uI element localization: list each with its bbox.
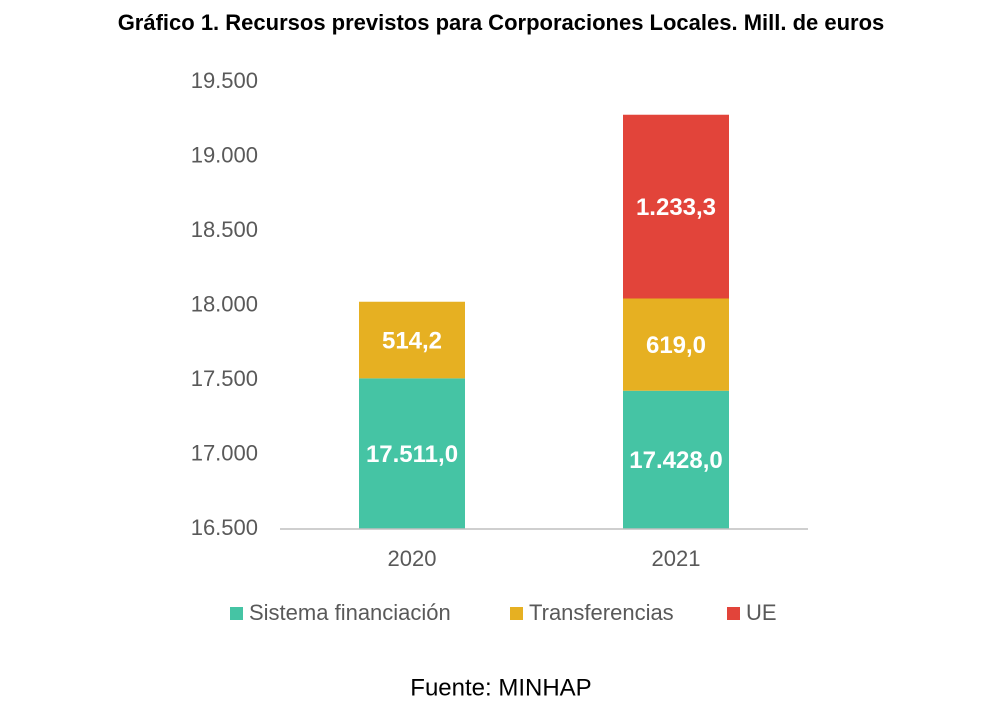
y-tick-label: 19.000 (191, 142, 258, 167)
y-tick-label: 17.500 (191, 366, 258, 391)
data-label: 17.511,0 (366, 441, 458, 468)
legend-swatch (510, 607, 523, 620)
y-tick-label: 19.500 (191, 68, 258, 93)
legend-label: Transferencias (529, 600, 674, 625)
data-label: 619,0 (646, 332, 706, 359)
chart-title: Gráfico 1. Recursos previstos para Corpo… (118, 10, 885, 35)
data-label: 1.233,3 (636, 194, 716, 221)
y-tick-label: 18.000 (191, 291, 258, 316)
legend-label: Sistema financiación (249, 600, 451, 625)
bar-segment (359, 378, 465, 529)
legend-swatch (727, 607, 740, 620)
data-label: 17.428,0 (629, 447, 722, 474)
y-tick-label: 18.500 (191, 217, 258, 242)
x-tick-label: 2021 (652, 546, 701, 571)
y-tick-label: 17.000 (191, 440, 258, 465)
x-tick-label: 2020 (388, 546, 437, 571)
legend-swatch (230, 607, 243, 620)
legend-label: UE (746, 600, 777, 625)
bar-segment (359, 301, 465, 379)
data-label: 514,2 (382, 327, 442, 354)
source: Fuente: MINHAP (410, 674, 591, 701)
y-tick-label: 16.500 (191, 515, 258, 540)
bar-segment (623, 390, 729, 529)
bar-segment (623, 114, 729, 299)
bar-segment (623, 298, 729, 391)
